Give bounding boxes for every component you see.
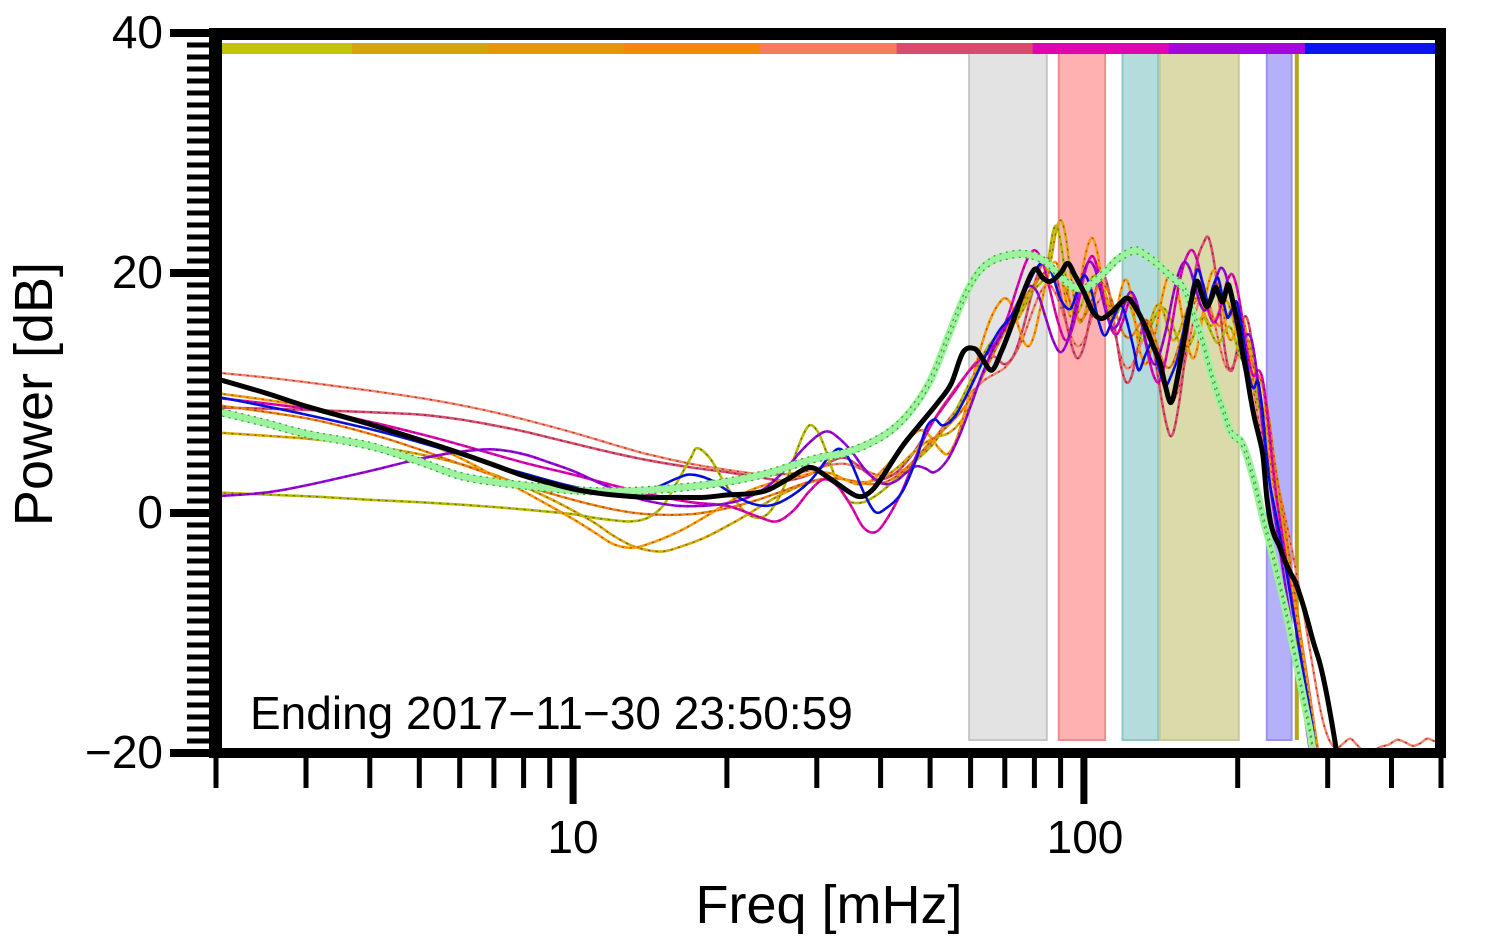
bottom-spine <box>209 748 1446 758</box>
series-median-curve <box>216 260 1340 752</box>
colorbar-segment-1 <box>352 43 489 54</box>
ticks-layer <box>170 29 1444 804</box>
x-tick-label-10: 10 <box>547 811 599 863</box>
left-spine <box>209 28 222 758</box>
top-spine <box>209 28 1446 40</box>
band-teal <box>1121 52 1160 741</box>
colorbar-segment-2 <box>488 43 625 54</box>
curves-layer <box>216 218 1441 752</box>
y-tick-label-20: 20 <box>111 245 163 298</box>
x-tick-label-100: 100 <box>1046 811 1124 863</box>
ending-timestamp-annotation: Ending 2017−11−30 23:50:59 <box>250 687 853 739</box>
series-lightgreen-edge-1 <box>216 245 1315 752</box>
y-tick-label-0: 0 <box>137 485 163 538</box>
colorbar-segment-5 <box>896 43 1034 54</box>
y-axis-title: Power [dB] <box>4 261 64 527</box>
y-tick-label-40: 40 <box>111 5 163 58</box>
series-lightgreen-edge-0 <box>216 253 1314 752</box>
time-segment-colorbar <box>216 43 1442 54</box>
series-magenta-dots <box>216 249 1316 752</box>
series-olive-dots <box>216 224 1314 752</box>
axes-frame <box>209 28 1446 758</box>
right-spine <box>1435 28 1446 758</box>
series-crimson-dots <box>216 235 1319 752</box>
y-tick-label-neg20: −20 <box>84 725 163 778</box>
colorbar-segment-7 <box>1168 43 1306 54</box>
colorbar-segment-4 <box>760 43 898 54</box>
colorbar-segment-6 <box>1032 43 1170 54</box>
band-pink <box>1057 52 1107 741</box>
colorbar-segment-3 <box>624 43 761 54</box>
colorbar-segment-0 <box>216 43 353 54</box>
band-gray <box>968 52 1048 741</box>
series-blue-dots <box>216 260 1317 752</box>
colorbar-segment-8 <box>1304 43 1442 54</box>
x-axis-title: Freq [mHz] <box>695 875 963 935</box>
series-salmon-curve <box>216 282 1441 752</box>
series-salmon-dots <box>216 283 1441 752</box>
